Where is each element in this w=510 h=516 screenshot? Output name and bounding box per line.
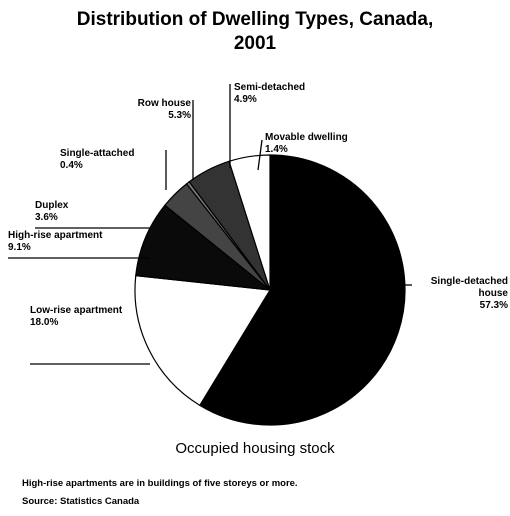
label-value: 1.4% [265, 144, 288, 155]
label-name: High-rise apartment [8, 230, 103, 241]
slice-label: Semi-detached 4.9% [234, 82, 324, 106]
label-value: 18.0% [30, 317, 59, 328]
label-name: Row house [137, 98, 191, 109]
label-value: 57.3% [479, 300, 508, 311]
label-value: 3.6% [35, 212, 58, 223]
label-name: Single-detached house [430, 276, 508, 299]
label-value: 4.9% [234, 94, 257, 105]
title-box: Distribution of Dwelling Types, Canada, … [0, 8, 510, 56]
label-name: Low-rise apartment [30, 305, 123, 316]
slice-label: Row house 5.3% [116, 98, 191, 122]
label-name: Single-attached [60, 148, 135, 159]
label-value: 9.1% [8, 242, 31, 253]
chart-title: Distribution of Dwelling Types, Canada, … [76, 9, 434, 54]
label-value: 5.3% [168, 110, 191, 121]
note: High-rise apartments are in buildings of… [22, 478, 298, 489]
slice-label: Low-rise apartment 18.0% [30, 305, 130, 329]
label-name: Duplex [35, 200, 69, 211]
slice-label: High-rise apartment 9.1% [8, 230, 138, 254]
leader-line [257, 139, 263, 171]
pie-slice [198, 154, 406, 426]
caption: Occupied housing stock [175, 440, 335, 457]
slice-label: Single-detached house 57.3% [408, 276, 508, 312]
label-name: Semi-detached [234, 82, 306, 93]
slice-label: Movable dwelling 1.4% [265, 132, 355, 156]
pie-slice [134, 274, 272, 407]
label-name: Movable dwelling [265, 132, 348, 143]
source: Source: Statistics Canada [22, 496, 140, 507]
slice-label: Single-attached 0.4% [60, 148, 160, 172]
label-value: 0.4% [60, 160, 83, 171]
pie-slice [228, 154, 271, 291]
slice-label: Duplex 3.6% [35, 200, 95, 224]
